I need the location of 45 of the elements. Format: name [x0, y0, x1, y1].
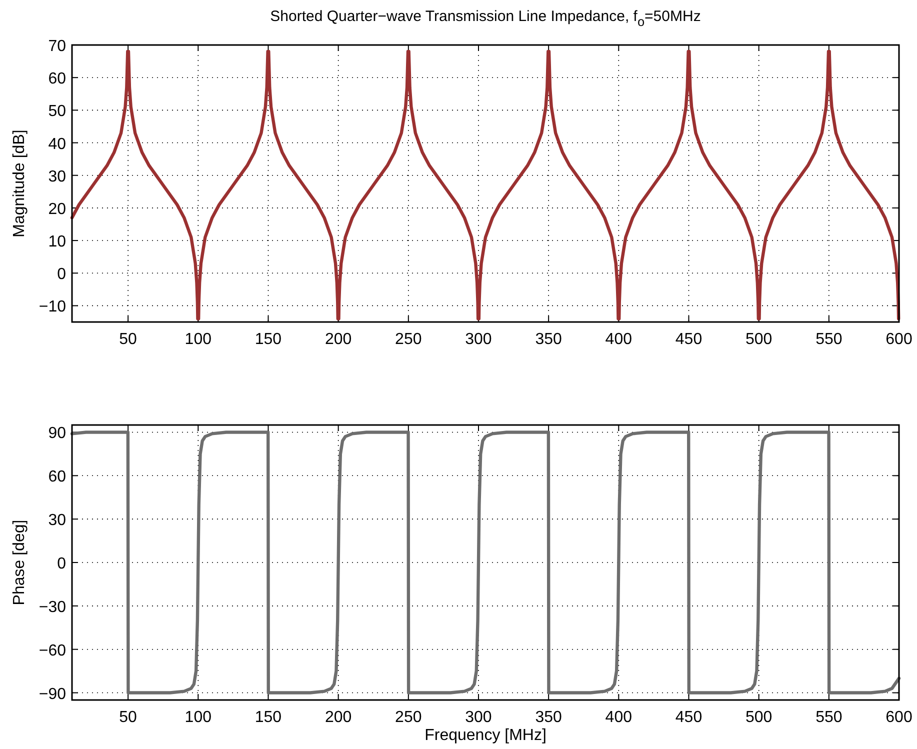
y-tick-label: 0: [57, 266, 66, 284]
y-tick-label: 60: [48, 70, 66, 88]
y-tick-label: 20: [48, 200, 66, 218]
x-tick-label: 400: [605, 331, 632, 348]
x-tick-label: 50: [119, 331, 138, 348]
x-tick-label: 300: [465, 331, 492, 348]
y-tick-label: 30: [48, 512, 66, 530]
y-tick-label: −10: [38, 298, 66, 316]
y-tick-label: 60: [48, 468, 66, 486]
x-tick-label: 550: [816, 709, 842, 726]
y-tick-label: 0: [57, 556, 66, 572]
x-tick-label: 50: [119, 709, 138, 726]
y-tick-label: 50: [48, 103, 66, 120]
x-tick-label: 550: [816, 331, 842, 348]
x-axis-title: Frequency [MHz]: [424, 727, 546, 744]
y-tick-label: 40: [48, 136, 66, 153]
chart-title: Shorted Quarter−wave Transmission Line Impedance, f$_{o}$=50MHz: [270, 8, 701, 29]
y-tick-label: 30: [48, 168, 66, 186]
x-tick-label: 300: [465, 709, 492, 726]
x-tick-label: 600: [886, 709, 912, 726]
x-tick-label: 350: [535, 709, 562, 726]
y-tick-label: −60: [38, 642, 66, 660]
x-tick-label: 250: [395, 331, 422, 348]
y-tick-label: 70: [48, 38, 66, 55]
x-tick-label: 500: [745, 709, 772, 726]
x-tick-label: 150: [254, 331, 282, 348]
y-tick-label: −90: [38, 686, 66, 703]
y-axis-title: Phase [deg]: [11, 520, 28, 606]
x-tick-label: 100: [184, 331, 212, 348]
x-tick-label: 350: [535, 331, 562, 348]
line-series: [70, 430, 901, 694]
x-tick-label: 200: [324, 709, 352, 726]
x-tick-label: 500: [745, 331, 772, 348]
y-tick-label: −30: [38, 598, 66, 616]
x-tick-label: 400: [605, 709, 632, 726]
y-tick-label: 10: [48, 234, 66, 251]
y-tick-label: 90: [48, 425, 66, 442]
x-tick-label: 250: [395, 709, 422, 726]
y-axis-title: Magnitude [dB]: [11, 130, 28, 238]
x-tick-label: 450: [675, 709, 702, 726]
x-tick-label: 450: [675, 331, 702, 348]
x-tick-label: 100: [184, 709, 212, 726]
x-tick-label: 150: [254, 709, 282, 726]
x-tick-label: 600: [886, 331, 912, 348]
x-tick-label: 200: [324, 331, 352, 348]
